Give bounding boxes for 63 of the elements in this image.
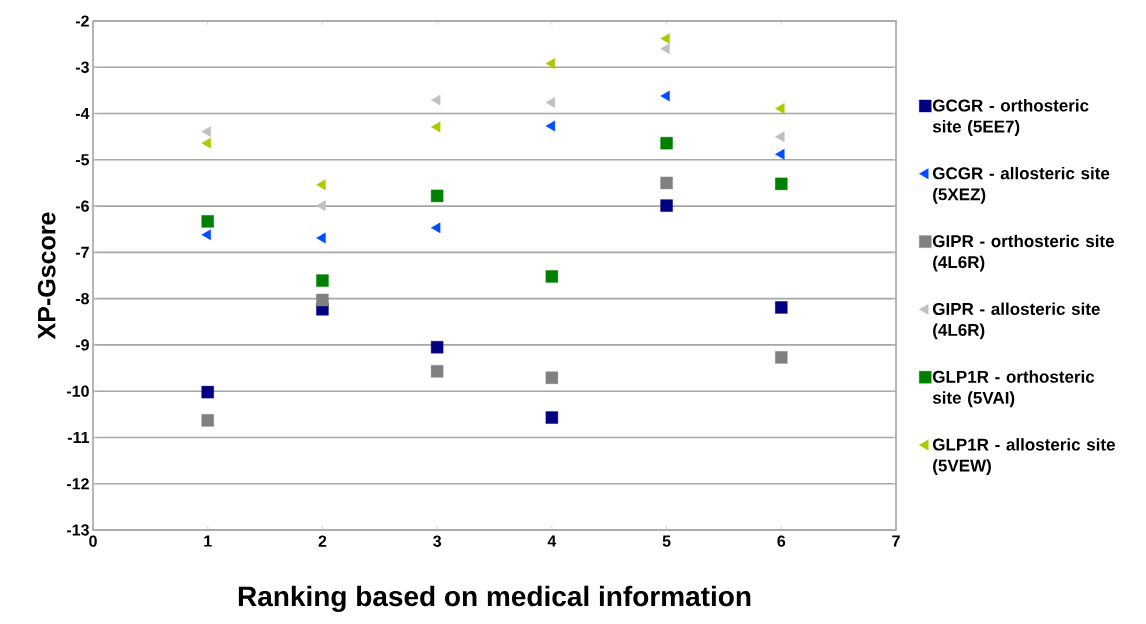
point: [660, 136, 673, 150]
y-tick-label: -6: [75, 200, 89, 212]
point: [430, 365, 444, 378]
point: [660, 199, 673, 212]
point: [430, 94, 441, 106]
point: [545, 411, 559, 424]
point: [316, 274, 329, 287]
y-tick-label: -9: [75, 339, 89, 351]
legend-label: GCGR - orthosteric site (5EE7): [932, 99, 1089, 136]
x-tick-label: 0: [89, 535, 97, 547]
point: [775, 103, 785, 114]
point: [660, 43, 670, 55]
y-axis-title: XP-Gscore: [37, 212, 56, 340]
y-tick-label: -11: [67, 431, 90, 443]
point: [545, 371, 559, 384]
point: [316, 232, 326, 244]
point: [201, 137, 211, 149]
point: [201, 126, 211, 137]
point: [316, 200, 326, 212]
legend-label: GLP1R - allosteric site (5VEW): [932, 438, 1115, 475]
y-tick-label: -8: [75, 292, 89, 305]
x-tick-label: 7: [892, 535, 900, 547]
y-tick-label: -2: [75, 15, 89, 27]
point: [430, 222, 441, 234]
point: [545, 97, 556, 108]
legend-label: GIPR - allosteric site (4L6R): [932, 302, 1100, 340]
y-tick-label: -3: [75, 61, 89, 73]
point: [316, 293, 329, 307]
point: [201, 414, 214, 427]
point: [201, 229, 211, 241]
point: [660, 90, 670, 102]
point: [201, 215, 214, 228]
legend-label: GIPR - orthosteric site (4L6R): [932, 234, 1114, 272]
y-tick-label: -10: [66, 385, 89, 397]
x-tick-label: 1: [204, 535, 212, 547]
point: [660, 176, 673, 190]
legend-label: GLP1R - orthosteric site (5VAI): [932, 370, 1095, 408]
x-axis-title: Ranking based on medical information: [238, 585, 751, 612]
y-tick-label: -4: [75, 108, 90, 120]
y-tick-label: -5: [75, 154, 90, 166]
x-tick-label: 5: [662, 535, 671, 547]
x-tick-label: 4: [547, 535, 557, 547]
point: [660, 33, 670, 44]
y-tick-label: -13: [66, 524, 89, 536]
y-tick-label: -7: [75, 246, 89, 258]
y-tick-label: -12: [66, 478, 89, 490]
point: [775, 131, 785, 143]
legend-label: GCGR - allosteric site (5XEZ): [932, 166, 1110, 204]
point: [545, 120, 556, 132]
point: [775, 301, 788, 314]
point: [430, 341, 444, 354]
point: [775, 148, 785, 160]
point: [430, 121, 441, 133]
x-tick-label: 6: [777, 535, 786, 547]
point: [545, 270, 559, 283]
point: [775, 177, 788, 191]
point: [775, 351, 788, 364]
point: [430, 189, 444, 203]
point: [201, 385, 214, 399]
point: [316, 179, 326, 191]
x-tick-label: 2: [318, 535, 327, 547]
x-tick-label: 3: [433, 535, 442, 547]
point: [545, 58, 556, 69]
